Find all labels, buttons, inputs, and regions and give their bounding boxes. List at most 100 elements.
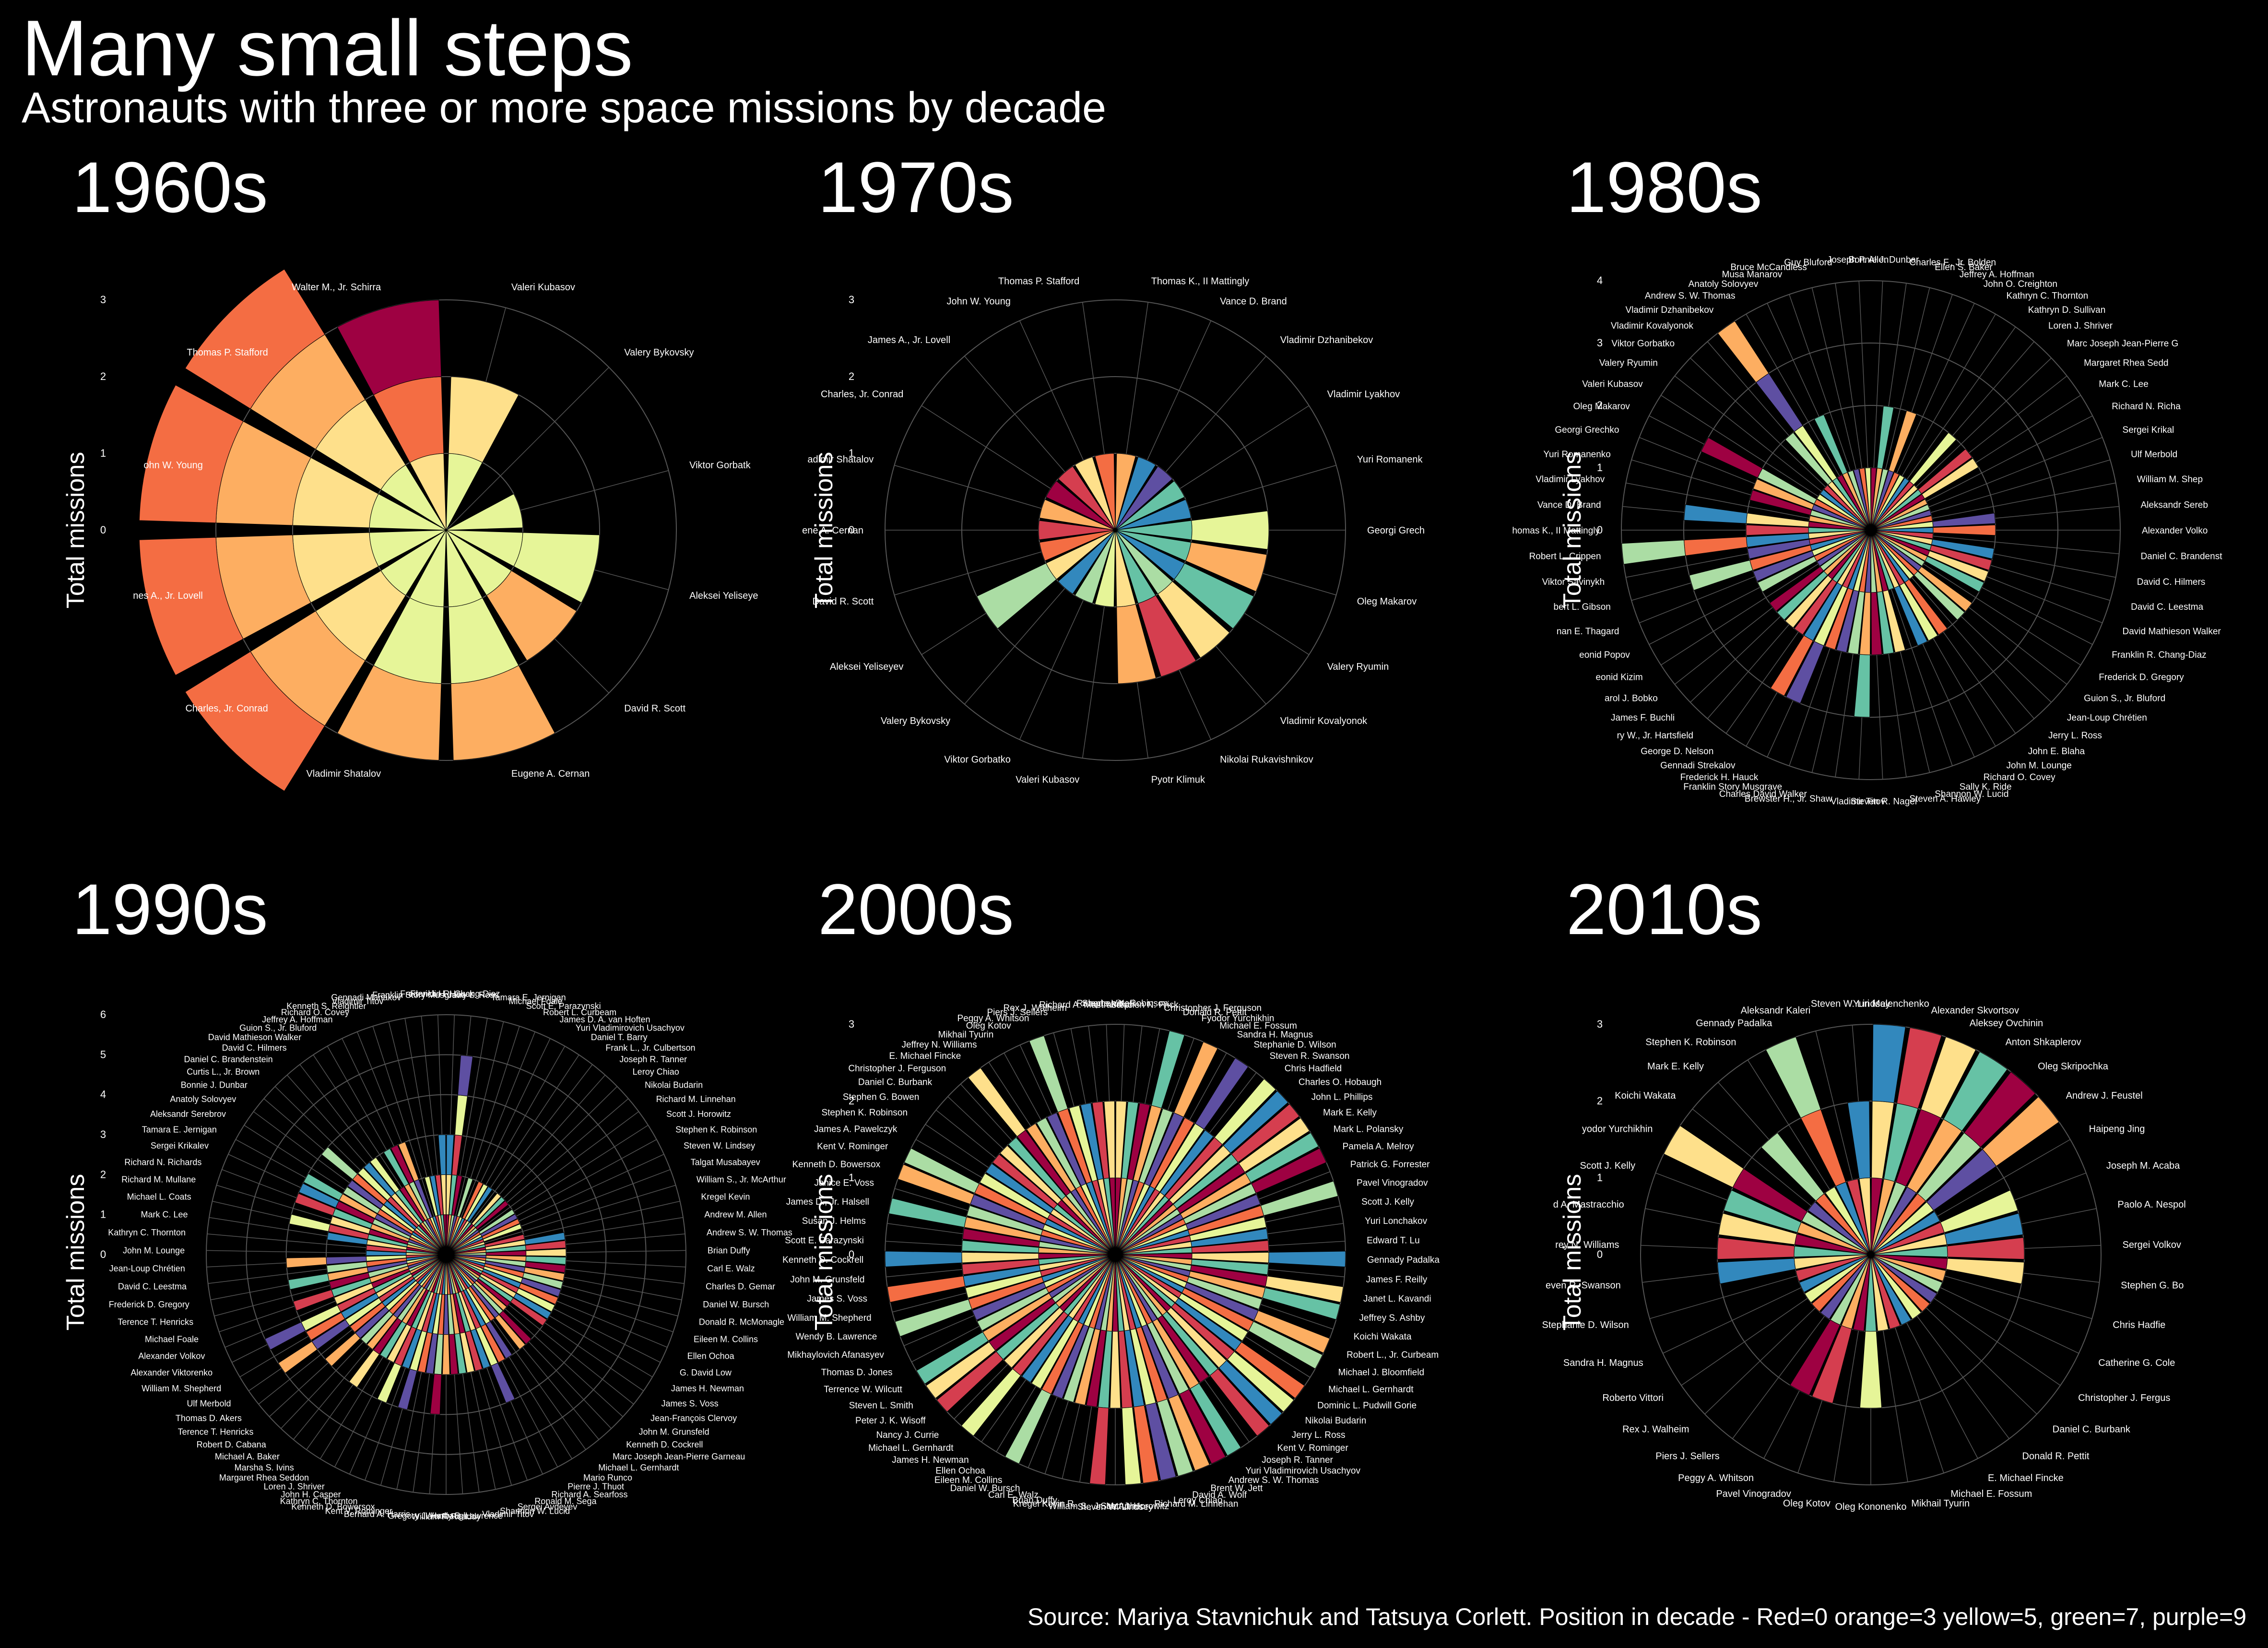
bar-segment [885, 1251, 962, 1268]
bar-segment [484, 1234, 525, 1247]
astronaut-label: Steven W. Lindsey [1077, 1502, 1153, 1512]
bar-segment [1045, 480, 1116, 531]
bar-segment [369, 1157, 400, 1193]
bar-segment [968, 1067, 1026, 1137]
bar-segment [1870, 530, 1914, 580]
bar-segment [1820, 1254, 1871, 1320]
bar-segment [1770, 635, 1814, 697]
astronaut-label: Vladimir Dzhanibekov [1280, 335, 1373, 345]
bar-segment [326, 1261, 367, 1273]
bar-segment [1039, 530, 1116, 561]
astronaut-label: Jean-Loup Chrétien [2067, 713, 2147, 723]
y-tick-label: 6 [100, 1008, 106, 1020]
astronaut-label: Andrew J. Feustel [2066, 1091, 2143, 1101]
astronaut-label: Valeri Kubasov [1016, 775, 1079, 785]
bar-segment [1122, 1407, 1142, 1485]
bar-segment [446, 493, 523, 531]
bar-segment [1191, 1228, 1268, 1247]
bar-segment [454, 1095, 468, 1136]
bar-segment [1931, 539, 1995, 559]
astronaut-label: Janice E. Voss [814, 1178, 874, 1188]
astronaut-label: yodor Yurchikhin [1582, 1124, 1653, 1135]
bar-segment [483, 1223, 522, 1242]
bar-segment [360, 1310, 393, 1345]
astronaut-label: Kenneth D. Cockrell [782, 1255, 863, 1265]
decade-title-1980s: 1980s [1566, 147, 1762, 227]
bar-segment [1190, 1383, 1241, 1456]
bar-segment [399, 1186, 425, 1222]
astronaut-label: Richard M. Mullane [121, 1174, 196, 1184]
bar-segment [1932, 512, 1996, 527]
astronaut-label: d A. Mastracchio [1553, 1199, 1624, 1210]
astronaut-label: Michael L. Gernhardt [598, 1463, 679, 1472]
astronaut-label: James F. Reilly [1366, 1275, 1428, 1285]
astronaut-label: Scott J. Kelly [1361, 1197, 1414, 1207]
astronaut-label: Joseph P. Allen [1827, 255, 1889, 265]
astronaut-label: Vladimir Lyakhov [1327, 389, 1400, 400]
astronaut-label: Donald R. Pettit [1183, 1008, 1247, 1018]
bar-segment [1870, 1254, 1943, 1293]
astronaut-label: Thomas K., II Mattingly [1151, 276, 1250, 286]
bar-segment [402, 1328, 422, 1369]
astronaut-label: William S., Jr. McArthur [1049, 1501, 1144, 1511]
bar-segment [1784, 575, 1832, 628]
astronaut-label: David Mathieson Walker [208, 1032, 301, 1042]
bar-segment [1836, 590, 1859, 653]
decade-title-1970s: 1970s [818, 147, 1014, 227]
astronaut-label: Gennadi Manakov [331, 993, 401, 1002]
astronaut-label: Frederick H. Hauck [1680, 772, 1759, 783]
bar-segment [462, 1181, 484, 1220]
bar-segment [1859, 468, 1871, 531]
bar-segment [470, 1328, 491, 1369]
astronaut-label: Stephen G. Bowen [843, 1092, 920, 1102]
astronaut-label: Mario Runco [583, 1473, 632, 1482]
bar-segment [1039, 499, 1116, 531]
astronaut-label: Stephen K. Robinson [1082, 998, 1169, 1008]
astronaut-label: Christopher J. Ferguson [848, 1064, 946, 1074]
astronaut-label: Valery Ryumin [1599, 358, 1658, 368]
astronaut-label: Oleg Kononenko [1835, 1502, 1906, 1512]
astronaut-label: Kenneth S. Reightler [286, 1001, 366, 1011]
bar-segment [1909, 432, 1957, 486]
bar-segment [366, 1245, 407, 1253]
astronaut-label: Valeri Kubasov [511, 282, 575, 293]
astronaut-label: Kregel Kevin [701, 1192, 750, 1202]
grid-circle [292, 376, 600, 684]
bar-segment [1028, 1035, 1068, 1113]
bar-segment [1753, 478, 1815, 510]
bar-segment [1621, 540, 1686, 565]
y-tick-label: 3 [849, 1018, 854, 1030]
bar-segment [1134, 1405, 1159, 1484]
bar-segment [1918, 449, 1973, 494]
bar-segment [303, 1173, 343, 1201]
bar-segment [1179, 1389, 1226, 1464]
bar-segment [895, 1299, 972, 1337]
bar-segment [1823, 485, 1871, 531]
astronaut-label: John L. Phillips [1311, 1092, 1373, 1102]
bar-segment [1253, 1310, 1330, 1353]
bar-segment [966, 1205, 1043, 1235]
astronaut-label: Dominic L. Pudwill Gorie [1317, 1401, 1417, 1411]
astronaut-label: Curtis L., Jr. Brown [187, 1067, 260, 1077]
bar-segment [379, 1321, 407, 1359]
bar-segment [429, 1175, 441, 1216]
bar-segment [985, 1163, 1054, 1214]
bar-segment [347, 1180, 384, 1209]
bar-segment [525, 1261, 566, 1273]
astronaut-label: Vance D. Brand [1220, 296, 1287, 307]
astronaut-label: Charles O. Hobaugh [1299, 1078, 1382, 1088]
astronaut-label: Talgat Musabayev [691, 1158, 760, 1167]
astronaut-label: Mark C. Lee [141, 1210, 188, 1220]
astronaut-label: Peggy A. Whitson [957, 1014, 1029, 1024]
bar-segment [1026, 1123, 1076, 1193]
astronaut-label: James D. A. van Hoften [559, 1015, 650, 1024]
bar-segment [1218, 1360, 1283, 1425]
astronaut-label: Michael E. Fossum [1219, 1021, 1297, 1031]
y-tick-label: 0 [100, 524, 106, 536]
bar-segment [495, 1314, 526, 1350]
astronaut-label: Vladimir Titov [332, 996, 384, 1006]
astronaut-label: David R. Scott [812, 596, 874, 607]
astronaut-label: Joseph R. Tanner [1262, 1455, 1333, 1465]
bar-segment [1870, 472, 1900, 531]
